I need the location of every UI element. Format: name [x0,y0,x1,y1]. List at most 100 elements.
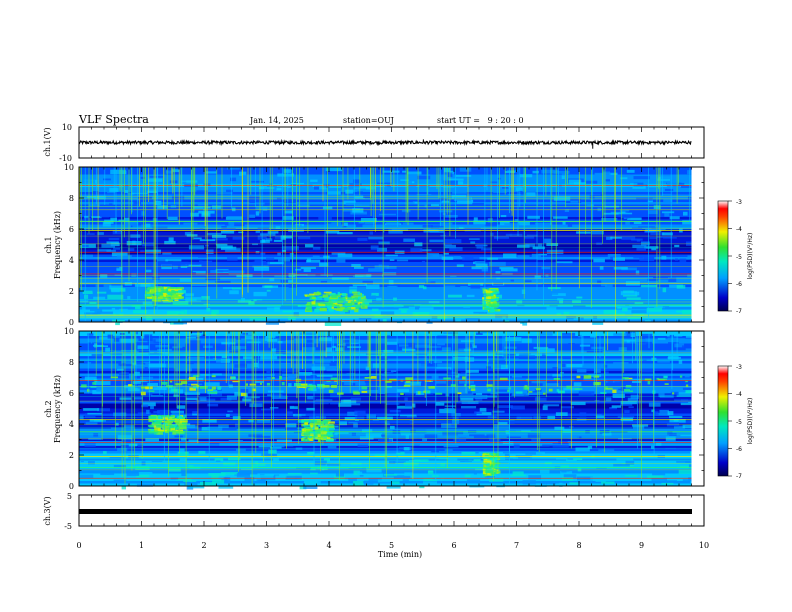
spec-texture [147,189,157,194]
spec-texture [620,291,637,296]
spec-texture [377,479,391,483]
spec-band [79,304,692,308]
spec-texture [636,339,646,342]
spec-texture [603,212,619,215]
spec-texture [212,357,217,360]
spec-texture [653,411,659,416]
spec-texture [685,458,692,463]
spec-texture [150,395,164,397]
spec-texture [285,428,302,431]
spec-texture [280,363,291,366]
spec-texture [605,397,612,402]
ch1-spec-ytick-10: 10 [64,163,74,172]
spec-enhancement [347,297,352,300]
spec-texture [280,304,298,308]
spec-texture [534,389,542,392]
spec-texture [524,280,532,283]
spec-enhancement [326,305,332,309]
spec-texture [103,178,111,181]
spec-texture [676,392,691,397]
spec-texture [678,469,693,474]
spec-texture [596,467,607,472]
spec-enhancement [169,426,175,429]
spec-texture [562,356,571,359]
spec-texture [242,398,252,402]
spec-enhancement [302,432,305,435]
spec-texture [192,262,200,265]
spec-enhancement [358,296,361,300]
spec-texture [109,203,113,206]
spec-texture [102,222,111,227]
spec-texture [459,167,472,172]
spec-texture [538,253,547,256]
spec-texture [211,474,219,480]
spec-texture [172,346,183,349]
spec-texture [372,308,379,312]
spec-enhancement [158,424,167,427]
spec-texture [647,475,664,479]
spec-texture [153,411,160,413]
spec-texture [285,475,302,480]
spec-texture [201,296,210,301]
xtick-7: 7 [514,541,519,550]
spec-enhancement [361,386,368,390]
spec-texture [229,351,239,354]
spec-enhancement [656,377,660,380]
spec-texture [575,447,590,452]
spec-texture [682,310,699,314]
spec-enhancement [326,380,331,382]
spec-enhancement [325,439,334,442]
spec-texture [657,359,670,363]
ch2-colorbar-gradient [717,365,729,477]
spec-texture [249,317,267,321]
spec-texture [385,457,399,461]
spec-texture [345,189,354,194]
spec-texture [439,210,453,213]
spec-texture [682,479,694,483]
spec-texture [448,178,464,181]
ch1-ytick-top: 10 [62,123,72,132]
spec-texture [553,170,570,174]
spec-enhancement [327,426,335,429]
spec-texture [240,389,249,393]
spec-enhancement [548,388,553,392]
spec-enhancement [308,434,312,438]
spec-texture [234,364,247,368]
spec-texture [460,458,472,463]
spec-enhancement [362,305,365,308]
spec-texture [152,276,160,280]
spec-enhancement [304,422,309,426]
spec-texture [546,307,557,310]
spec-texture [330,393,342,398]
spec-texture [113,335,120,338]
spec-texture [496,451,503,456]
spec-texture [267,338,278,342]
spec-texture [675,317,681,320]
spec-texture [93,296,106,300]
spec-enhancement [191,383,198,386]
spec-texture [418,285,425,289]
spec-texture [393,297,397,301]
spec-texture [443,185,455,188]
spec-texture [233,314,240,319]
spec-texture [90,309,103,313]
spec-texture [246,196,260,201]
spec-texture [121,349,137,353]
spec-enhancement [333,304,340,307]
spec-texture [312,246,321,250]
spec-empty-strip [691,331,704,486]
spec-texture [526,442,538,445]
spec-texture [579,412,587,417]
spec-texture [388,195,398,199]
spec-texture [598,374,606,377]
spec-texture [681,264,686,268]
spec-texture [547,287,561,290]
spec-texture [568,179,582,184]
spec-texture [260,356,278,360]
spec-texture [125,183,142,186]
spec-texture [667,196,681,200]
spec-texture [526,234,538,237]
spec-texture [305,244,314,248]
ch2-colorbar-label: log(PSD)(V²/Hz) [747,398,754,445]
